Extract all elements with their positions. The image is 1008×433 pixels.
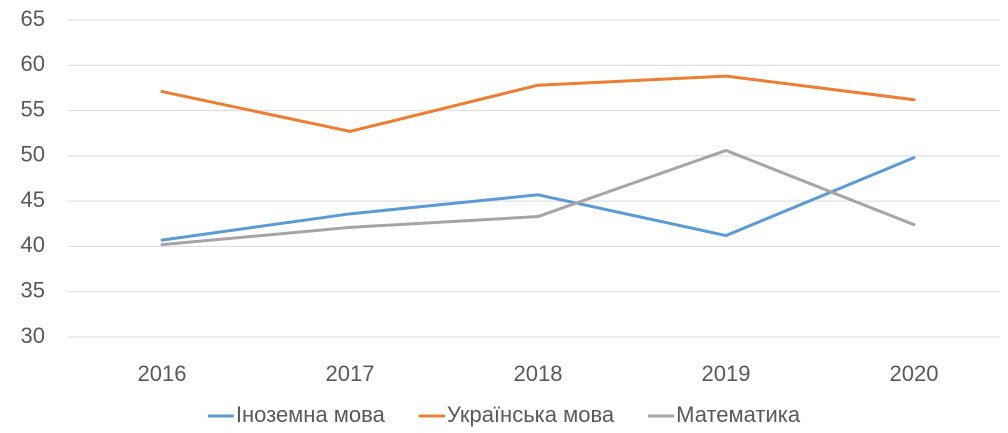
y-tick-label: 60 (21, 51, 45, 76)
legend-label: Математика (676, 402, 801, 427)
series-line (160, 74, 916, 133)
y-tick-label: 35 (21, 278, 45, 303)
x-tick-label: 2017 (326, 361, 375, 386)
legend-label: Іноземна мова (236, 402, 386, 427)
x-tick-label: 2020 (890, 361, 939, 386)
x-tick-label: 2018 (514, 361, 563, 386)
series-line (160, 156, 916, 242)
x-tick-label: 2019 (702, 361, 751, 386)
legend-label: Українська мова (447, 402, 615, 427)
y-tick-label: 55 (21, 96, 45, 121)
y-tick-label: 50 (21, 142, 45, 167)
y-tick-label: 30 (21, 323, 45, 348)
x-tick-label: 2016 (138, 361, 187, 386)
y-tick-label: 40 (21, 232, 45, 257)
series-line (160, 148, 916, 247)
y-tick-label: 45 (21, 187, 45, 212)
y-tick-label: 65 (21, 6, 45, 31)
